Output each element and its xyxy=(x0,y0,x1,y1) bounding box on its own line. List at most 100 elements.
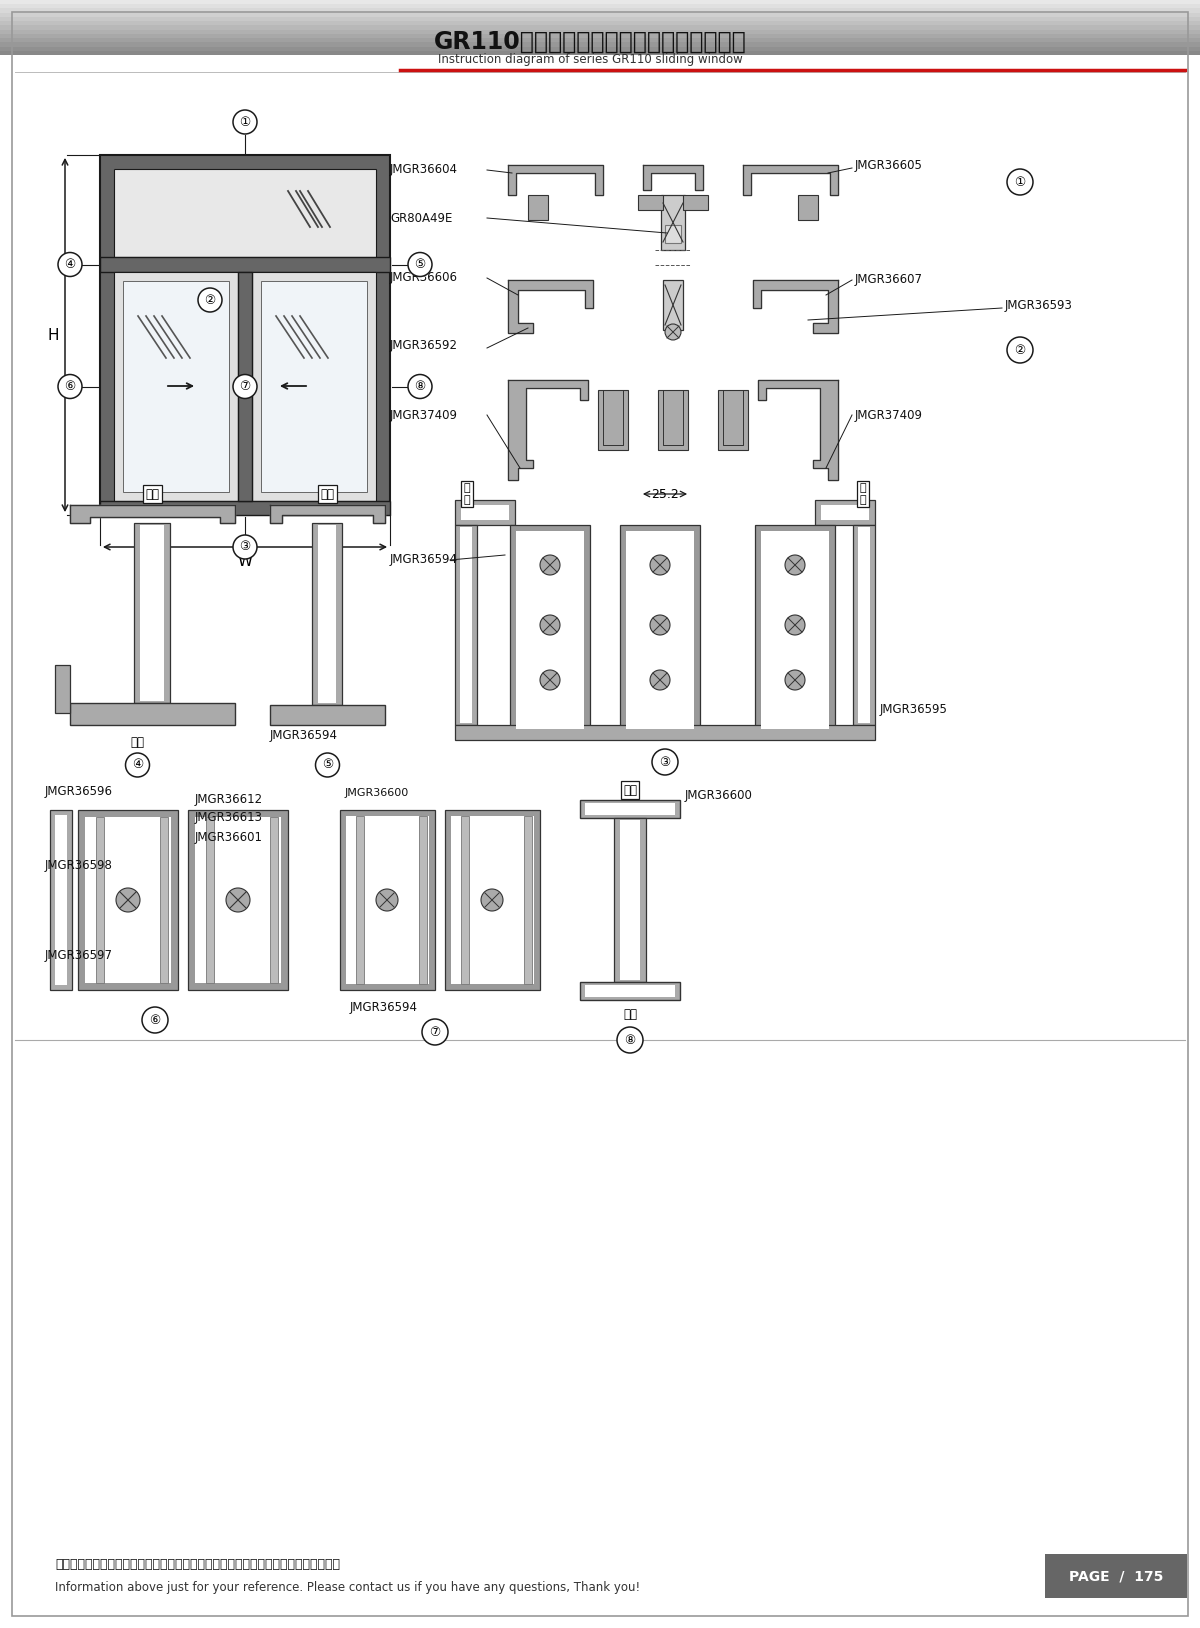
Circle shape xyxy=(126,754,150,777)
Text: W: W xyxy=(238,554,252,568)
Bar xyxy=(252,272,376,501)
Text: JMGR36595: JMGR36595 xyxy=(880,703,948,716)
Text: ②: ② xyxy=(1014,344,1026,357)
Bar xyxy=(445,811,540,990)
Text: 室内: 室内 xyxy=(623,783,637,796)
Text: JMGR37409: JMGR37409 xyxy=(390,409,458,422)
Circle shape xyxy=(58,252,82,277)
Text: ④: ④ xyxy=(65,257,76,270)
Bar xyxy=(815,500,875,524)
Bar xyxy=(124,282,229,492)
Bar xyxy=(270,705,385,724)
Bar xyxy=(580,799,680,817)
Circle shape xyxy=(1007,169,1033,195)
Text: 25.2: 25.2 xyxy=(652,487,679,500)
Bar xyxy=(262,282,367,492)
Bar xyxy=(134,523,170,703)
Bar xyxy=(510,524,590,734)
Text: ⑥: ⑥ xyxy=(65,379,76,392)
Bar xyxy=(140,524,164,702)
Bar xyxy=(114,169,376,501)
Bar xyxy=(598,391,628,449)
Text: JMGR36598: JMGR36598 xyxy=(46,858,113,871)
Text: ⑦: ⑦ xyxy=(430,1026,440,1039)
Circle shape xyxy=(785,671,805,690)
Text: GR80A49E: GR80A49E xyxy=(390,212,452,225)
Text: 室外: 室外 xyxy=(623,1008,637,1021)
Text: JMGR36600: JMGR36600 xyxy=(685,788,752,801)
Bar xyxy=(455,524,478,724)
Bar xyxy=(586,803,674,816)
Text: JMGR36597: JMGR36597 xyxy=(46,949,113,962)
Polygon shape xyxy=(743,164,838,195)
Bar xyxy=(0,0,1200,5)
Bar xyxy=(100,257,390,272)
Bar xyxy=(460,527,472,723)
Bar xyxy=(0,8,1200,13)
Bar xyxy=(78,811,178,990)
Circle shape xyxy=(316,754,340,777)
Circle shape xyxy=(785,555,805,575)
Circle shape xyxy=(650,671,670,690)
Bar xyxy=(100,155,390,514)
Bar xyxy=(55,664,70,713)
Bar xyxy=(270,817,278,983)
Bar xyxy=(620,524,700,734)
Polygon shape xyxy=(758,379,838,480)
Text: JMGR36613: JMGR36613 xyxy=(194,811,263,824)
Bar xyxy=(662,280,683,330)
Bar xyxy=(524,816,532,983)
Bar xyxy=(85,817,172,983)
Bar xyxy=(620,821,640,980)
Text: ②: ② xyxy=(204,293,216,306)
Bar xyxy=(451,816,534,983)
Bar xyxy=(114,169,376,257)
Bar xyxy=(238,272,252,501)
Bar xyxy=(356,816,364,983)
Text: ⑤: ⑤ xyxy=(414,257,426,270)
Bar xyxy=(858,527,870,723)
Text: JMGR36612: JMGR36612 xyxy=(194,793,263,806)
Text: 室内: 室内 xyxy=(320,487,335,500)
Bar xyxy=(0,29,1200,34)
Circle shape xyxy=(142,1008,168,1034)
Bar xyxy=(340,811,436,990)
Bar xyxy=(419,816,427,983)
Circle shape xyxy=(422,1019,448,1045)
Bar xyxy=(614,817,646,982)
Circle shape xyxy=(481,889,503,912)
Bar xyxy=(55,816,67,985)
Bar xyxy=(461,816,469,983)
Text: Instruction diagram of series GR110 sliding window: Instruction diagram of series GR110 slid… xyxy=(438,54,743,67)
Text: ③: ③ xyxy=(239,540,251,554)
Bar xyxy=(0,26,1200,29)
Bar xyxy=(516,531,584,729)
Text: JMGR36596: JMGR36596 xyxy=(46,785,113,798)
Text: JMGR36600: JMGR36600 xyxy=(346,788,409,798)
Bar xyxy=(50,811,72,990)
Bar xyxy=(160,817,168,983)
Text: 室
外: 室 外 xyxy=(859,484,866,505)
Bar xyxy=(0,37,1200,42)
Circle shape xyxy=(1007,337,1033,363)
Circle shape xyxy=(116,887,140,912)
Circle shape xyxy=(540,615,560,635)
Circle shape xyxy=(540,555,560,575)
Bar xyxy=(580,982,680,1000)
Text: ⑧: ⑧ xyxy=(414,379,426,392)
Polygon shape xyxy=(70,505,235,523)
Circle shape xyxy=(408,374,432,399)
Text: JMGR36605: JMGR36605 xyxy=(854,158,923,171)
Bar xyxy=(114,272,238,501)
Circle shape xyxy=(376,889,398,912)
Polygon shape xyxy=(508,164,604,195)
Bar xyxy=(0,5,1200,8)
Bar xyxy=(206,817,214,983)
Bar xyxy=(761,531,829,729)
Text: ①: ① xyxy=(1014,176,1026,189)
Polygon shape xyxy=(643,164,703,190)
Bar xyxy=(0,16,1200,21)
Bar xyxy=(665,225,682,243)
Bar xyxy=(70,703,235,724)
Circle shape xyxy=(198,288,222,313)
